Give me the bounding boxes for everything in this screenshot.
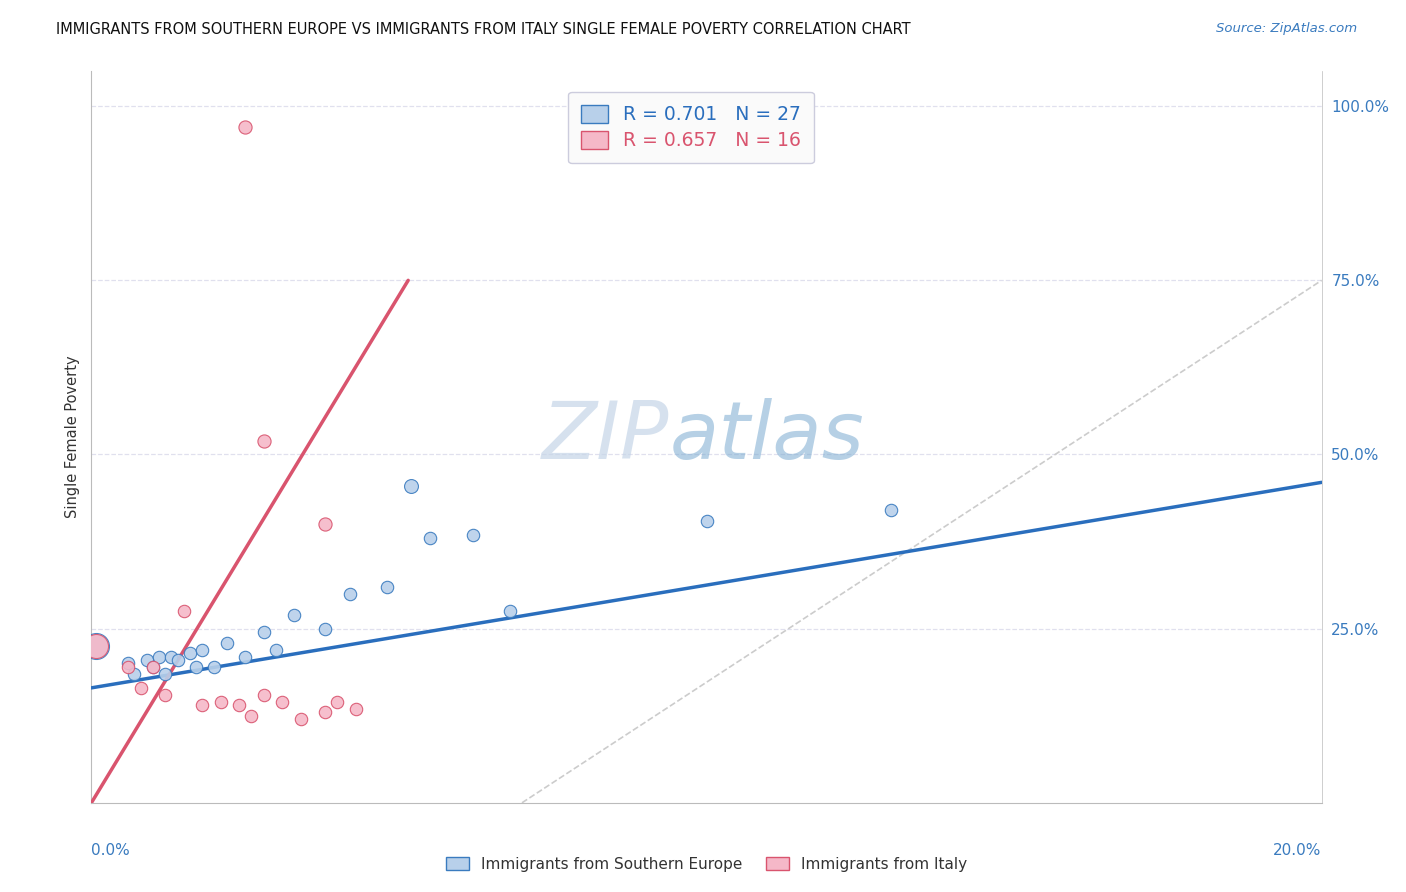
Point xyxy=(314,705,336,719)
Point xyxy=(202,660,225,674)
Y-axis label: Single Female Poverty: Single Female Poverty xyxy=(65,356,80,518)
Point xyxy=(228,698,250,713)
Point xyxy=(880,503,903,517)
Point xyxy=(117,660,139,674)
Point xyxy=(153,667,177,681)
Point xyxy=(184,660,207,674)
Point xyxy=(419,531,441,545)
Point xyxy=(271,695,294,709)
Point xyxy=(240,708,263,723)
Point xyxy=(290,712,312,726)
Point xyxy=(344,702,367,716)
Point xyxy=(142,660,165,674)
Text: 20.0%: 20.0% xyxy=(1274,843,1322,858)
Point xyxy=(314,517,336,532)
Point xyxy=(117,657,139,671)
Point xyxy=(498,604,520,618)
Point xyxy=(209,695,232,709)
Text: 0.0%: 0.0% xyxy=(91,843,131,858)
Point xyxy=(160,649,183,664)
Point xyxy=(129,681,152,695)
Point xyxy=(253,434,276,448)
Text: atlas: atlas xyxy=(669,398,865,476)
Point xyxy=(233,120,256,134)
Point xyxy=(233,649,256,664)
Point xyxy=(148,649,170,664)
Point xyxy=(339,587,361,601)
Point xyxy=(166,653,188,667)
Point xyxy=(142,660,165,674)
Point xyxy=(124,667,146,681)
Point xyxy=(264,642,287,657)
Point xyxy=(173,604,195,618)
Point xyxy=(253,625,276,640)
Text: IMMIGRANTS FROM SOUTHERN EUROPE VS IMMIGRANTS FROM ITALY SINGLE FEMALE POVERTY C: IMMIGRANTS FROM SOUTHERN EUROPE VS IMMIG… xyxy=(56,22,911,37)
Point xyxy=(86,639,108,653)
Point xyxy=(191,642,214,657)
Point xyxy=(314,622,336,636)
Text: ZIP: ZIP xyxy=(543,398,669,476)
Point xyxy=(696,514,718,528)
Point xyxy=(375,580,398,594)
Legend: R = 0.701   N = 27, R = 0.657   N = 16: R = 0.701 N = 27, R = 0.657 N = 16 xyxy=(568,92,814,163)
Text: Source: ZipAtlas.com: Source: ZipAtlas.com xyxy=(1216,22,1357,36)
Point xyxy=(326,695,349,709)
Point xyxy=(283,607,305,622)
Point xyxy=(253,688,276,702)
Point xyxy=(86,639,108,653)
Point xyxy=(179,646,201,660)
Point xyxy=(461,527,484,541)
Point xyxy=(215,635,238,649)
Point xyxy=(399,479,422,493)
Point xyxy=(135,653,157,667)
Point xyxy=(153,688,177,702)
Point xyxy=(191,698,214,713)
